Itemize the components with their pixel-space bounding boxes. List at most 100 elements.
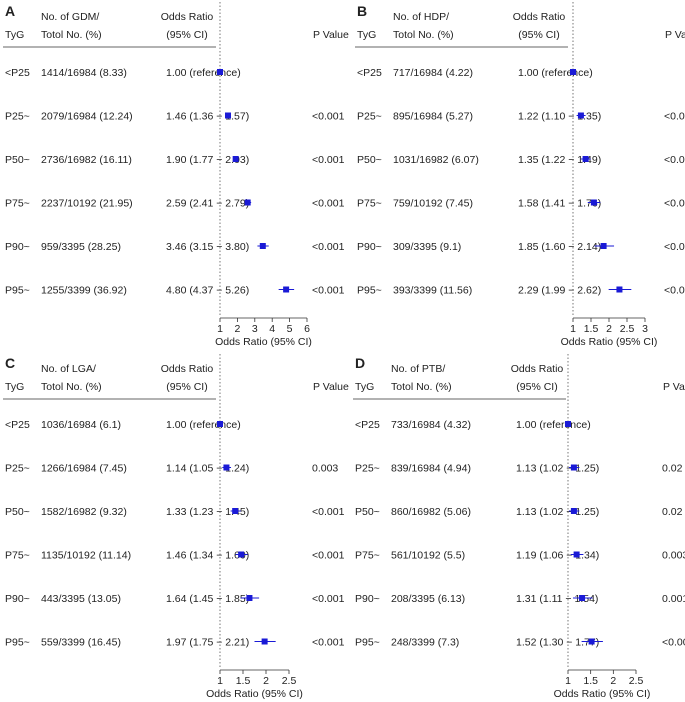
- header-or-line2: (95% CI): [166, 29, 207, 41]
- row-or-text: 1.00 (reference): [166, 419, 241, 431]
- x-tick-label: 1: [565, 675, 571, 687]
- row-count: 2237/10192 (21.95): [41, 198, 133, 210]
- x-tick-label: 4: [269, 323, 275, 335]
- x-axis-title: Odds Ratio (95% CI): [554, 688, 651, 700]
- row-p-value: <0.001: [664, 241, 685, 253]
- table-row: P50~ 1031/16982 (6.07) 1.35 (1.22 − 1.49) <…: [357, 154, 685, 166]
- header-count-line2: Totol No. (%): [391, 381, 452, 393]
- row-count: 248/3399 (7.3): [391, 637, 459, 649]
- panel-letter: A: [5, 3, 15, 19]
- row-group-label: P50~: [355, 506, 380, 518]
- row-or-text: 1.22 (1.10 − 1.35): [518, 111, 601, 123]
- row-or-text: 2.59 (2.41 − 2.79): [166, 198, 249, 210]
- row-group-label: P95~: [355, 637, 380, 649]
- x-tick-label: 3: [642, 323, 648, 335]
- point-estimate: [600, 243, 607, 249]
- table-row: <P25 1036/16984 (6.1) 1.00 (reference): [5, 419, 241, 431]
- table-row: P25~ 895/16984 (5.27) 1.22 (1.10 − 1.35) <0…: [357, 111, 685, 123]
- row-or-text: 1.35 (1.22 − 1.49): [518, 154, 601, 166]
- header-or-line1: Odds Ratio: [511, 363, 564, 375]
- row-count: 1036/16984 (6.1): [41, 419, 121, 431]
- forest-panel-d: D No. of PTB/Totol No. (%) Odds Ratio (95% …: [353, 354, 685, 700]
- table-row: <P25 717/16984 (4.22) 1.00 (reference): [357, 67, 593, 79]
- row-group-label: <P25: [5, 67, 30, 79]
- table-row: P90~ 443/3395 (13.05) 1.64 (1.45 − 1.85) <0…: [5, 593, 345, 605]
- row-count: 208/3395 (6.13): [391, 593, 465, 605]
- row-or-text: 1.64 (1.45 − 1.85): [166, 593, 249, 605]
- row-group-label: P95~: [5, 285, 30, 297]
- row-or-text: 1.00 (reference): [166, 67, 241, 79]
- row-or-text: 1.00 (reference): [516, 419, 591, 431]
- x-tick-label: 1.5: [236, 675, 251, 687]
- table-row: <P25 733/16984 (4.32) 1.00 (reference): [355, 419, 591, 431]
- table-row: <P25 1414/16984 (8.33) 1.00 (reference): [5, 67, 241, 79]
- row-p-value: <0.001: [312, 198, 345, 210]
- row-p-value: <0.001: [312, 154, 345, 166]
- row-or-text: 1.97 (1.75 − 2.21): [166, 637, 249, 649]
- point-estimate: [217, 421, 223, 427]
- point-estimate: [232, 508, 239, 514]
- table-row: P90~ 208/3395 (6.13) 1.31 (1.11 − 1.54) 0.0…: [355, 593, 685, 605]
- row-p-value: 0.02: [662, 463, 683, 475]
- header-count-line1: No. of PTB/: [391, 363, 445, 375]
- point-estimate: [577, 112, 584, 119]
- row-group-label: P25~: [357, 111, 382, 123]
- table-row: P75~ 561/10192 (5.5) 1.19 (1.06 − 1.34) 0.0…: [355, 550, 685, 562]
- row-count: 559/3399 (16.45): [41, 637, 121, 649]
- row-count: 717/16984 (4.22): [393, 67, 473, 79]
- row-or-text: 1.31 (1.11 − 1.54): [516, 593, 598, 605]
- row-count: 1255/3399 (36.92): [41, 285, 127, 297]
- row-p-value: 0.003: [662, 550, 685, 562]
- header-p-value: P Value: [313, 29, 349, 41]
- row-count: 2736/16982 (16.11): [41, 154, 132, 166]
- table-row: P90~ 959/3395 (28.25) 3.46 (3.15 − 3.80) <0…: [5, 241, 345, 253]
- row-p-value: <0.001: [312, 241, 345, 253]
- row-or-text: 1.46 (1.36 − 1.57): [166, 111, 249, 123]
- table-row: P75~ 2237/10192 (21.95) 2.59 (2.41 − 2.79)…: [5, 198, 345, 210]
- table-row: P95~ 559/3399 (16.45) 1.97 (1.75 − 2.21) <0…: [5, 637, 345, 649]
- x-axis-title: Odds Ratio (95% CI): [206, 688, 303, 700]
- point-estimate: [582, 156, 589, 162]
- row-count: 1582/16982 (9.32): [41, 506, 127, 518]
- row-p-value: <0.001: [662, 637, 685, 649]
- row-count: 1266/16984 (7.45): [41, 463, 127, 475]
- point-estimate: [232, 156, 239, 162]
- x-axis-title: Odds Ratio (95% CI): [215, 336, 312, 348]
- forest-panel-b: B No. of HDP/Totol No. (%) Odds Ratio (95% …: [355, 2, 685, 348]
- row-p-value: 0.001: [662, 593, 685, 605]
- row-group-label: P25~: [5, 111, 30, 123]
- header-p-value: P Value: [663, 381, 685, 393]
- row-or-text: 1.90 (1.77 − 2.03): [166, 154, 249, 166]
- row-p-value: <0.001: [664, 285, 685, 297]
- x-tick-label: 2.5: [629, 675, 644, 687]
- table-row: P75~ 1135/10192 (11.14) 1.46 (1.34 − 1.60)…: [5, 550, 345, 562]
- table-row: P50~ 1582/16982 (9.32) 1.33 (1.23 − 1.45) <…: [5, 506, 345, 518]
- row-count: 959/3395 (28.25): [41, 241, 121, 253]
- x-tick-label: 2.5: [620, 323, 635, 335]
- point-estimate: [616, 286, 623, 293]
- x-tick-label: 1.5: [584, 323, 599, 335]
- point-estimate: [573, 551, 580, 558]
- row-group-label: P95~: [5, 637, 30, 649]
- point-estimate: [588, 638, 595, 645]
- point-estimate: [246, 595, 253, 601]
- row-count: 1414/16984 (8.33): [41, 67, 127, 79]
- point-estimate: [225, 112, 232, 119]
- row-group-label: <P25: [355, 419, 380, 431]
- forest-panel-c: C No. of LGA/Totol No. (%) Odds Ratio (95% …: [3, 354, 349, 700]
- point-estimate: [283, 286, 290, 293]
- row-or-text: 1.33 (1.23 − 1.45): [166, 506, 249, 518]
- row-group-label: P75~: [5, 550, 30, 562]
- point-estimate: [217, 69, 223, 75]
- row-group-label: P75~: [357, 198, 382, 210]
- table-row: P95~ 248/3399 (7.3) 1.52 (1.30 − 1.77) <0.0…: [355, 637, 685, 649]
- row-group-label: P25~: [5, 463, 30, 475]
- row-count: 733/16984 (4.32): [391, 419, 471, 431]
- x-axis-title: Odds Ratio (95% CI): [561, 336, 658, 348]
- row-p-value: <0.001: [664, 111, 685, 123]
- x-tick-label: 2.5: [282, 675, 297, 687]
- x-tick-label: 3: [252, 323, 258, 335]
- row-count: 860/16982 (5.06): [391, 506, 471, 518]
- table-row: P95~ 1255/3399 (36.92) 4.80 (4.37 − 5.26) <…: [5, 285, 345, 297]
- row-p-value: <0.001: [312, 506, 345, 518]
